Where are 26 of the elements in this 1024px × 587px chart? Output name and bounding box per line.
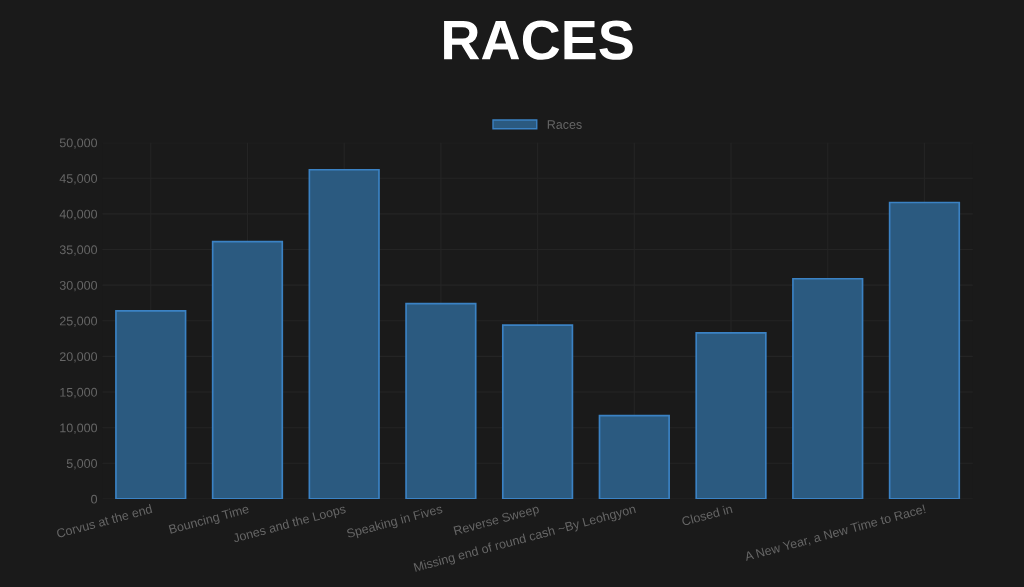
bar [888, 201, 961, 499]
y-tick-label: 25,000 [59, 316, 98, 327]
bar [598, 414, 670, 499]
bar [115, 309, 187, 499]
bar [308, 168, 380, 499]
legend-label: Races [547, 120, 582, 129]
bar [405, 302, 477, 499]
y-tick-label: 45,000 [59, 174, 98, 185]
y-tick-label: 15,000 [60, 387, 98, 399]
y-tick-label: 10,000 [60, 423, 98, 434]
y-tick-label: 0 [91, 494, 98, 504]
x-tick-label: A New Year, a New Time to Race! [743, 504, 927, 563]
y-tick-label: 40,000 [59, 209, 98, 221]
bar [695, 332, 767, 499]
y-tick-label: 30,000 [59, 280, 98, 292]
bar [792, 277, 864, 499]
x-tick-label: Speaking in Fives [346, 503, 444, 541]
x-tick-label: Corvus at the end [56, 504, 153, 539]
y-tick-label: 5,000 [66, 459, 98, 470]
bar [211, 240, 284, 499]
y-tick-label: 50,000 [59, 138, 98, 149]
x-tick-label: Closed in [681, 504, 733, 526]
chart-title: RACES [444, 20, 633, 60]
y-tick-label: 35,000 [59, 245, 98, 256]
bar [501, 324, 574, 499]
y-tick-label: 20,000 [59, 352, 98, 363]
